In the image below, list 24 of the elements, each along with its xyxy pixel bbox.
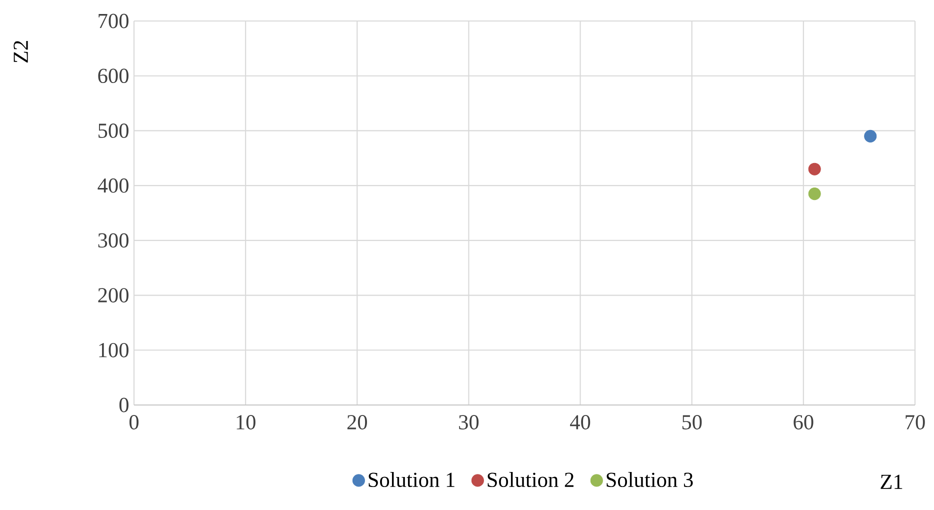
x-tick-label: 30 bbox=[459, 415, 479, 430]
x-tick-label: 20 bbox=[347, 415, 367, 430]
x-tick-label: 50 bbox=[682, 415, 702, 430]
x-tick-label: 60 bbox=[794, 415, 814, 430]
point bbox=[808, 188, 821, 200]
y-tick-label: 400 bbox=[98, 178, 128, 193]
y-tick-label: 600 bbox=[98, 68, 128, 84]
y-tick-label: 200 bbox=[98, 288, 128, 302]
y-axis-title: Z2 bbox=[14, 41, 28, 63]
legend-label: Solution 2 bbox=[488, 472, 574, 488]
point bbox=[864, 130, 877, 142]
x-tick-label: 10 bbox=[236, 415, 256, 430]
y-tick-label: 0 bbox=[119, 398, 128, 412]
legend-label: Solution 1 bbox=[368, 472, 454, 488]
x-tick-label: 0 bbox=[129, 415, 139, 430]
point bbox=[808, 162, 821, 176]
y-tick-label: 300 bbox=[98, 233, 128, 248]
y-tick-label: 500 bbox=[98, 124, 128, 138]
x-axis-title: Z1 bbox=[880, 474, 902, 489]
y-tick-label: 700 bbox=[98, 14, 128, 28]
legend-label: Solution 3 bbox=[606, 472, 693, 488]
x-tick-label: 40 bbox=[570, 415, 590, 430]
x-tick-label: 70 bbox=[906, 415, 925, 430]
y-tick-label: 100 bbox=[99, 342, 128, 358]
